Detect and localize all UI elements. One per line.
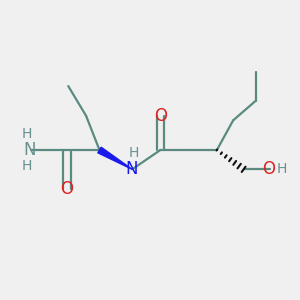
Text: N: N — [125, 160, 138, 178]
Text: H: H — [21, 127, 32, 141]
Text: H: H — [128, 146, 139, 160]
Text: H: H — [277, 162, 287, 176]
Text: H: H — [21, 159, 32, 173]
Text: O: O — [60, 180, 73, 198]
Text: O: O — [154, 107, 167, 125]
Text: N: N — [23, 141, 36, 159]
Text: O: O — [262, 160, 275, 178]
Polygon shape — [98, 147, 132, 169]
